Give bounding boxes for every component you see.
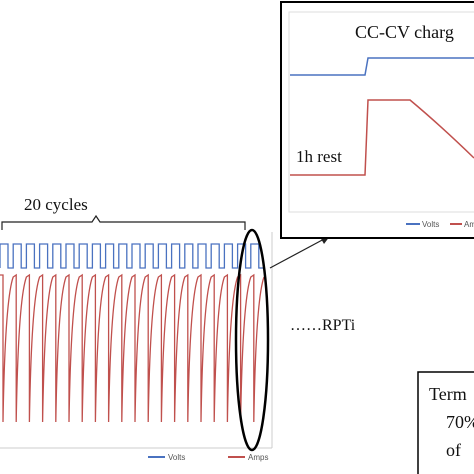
rpt-label: ……RPTi [290, 317, 356, 334]
inset-title: CC-CV charg [355, 22, 454, 42]
inset-amps [290, 99, 474, 176]
legend-label: Volts [422, 220, 439, 229]
main-volts [0, 243, 264, 269]
terminate-box [417, 371, 474, 474]
rest-label: 1h rest [296, 147, 342, 166]
main-amps [0, 273, 265, 423]
arrow [269, 237, 327, 269]
terminate-line: Term [429, 384, 467, 404]
legend-label: Amps [464, 220, 474, 229]
inset-volts [290, 57, 474, 76]
terminate-line: of [446, 440, 461, 460]
inset-plot [288, 11, 474, 213]
terminate-line: 70% [446, 412, 474, 432]
inset-box [280, 1, 474, 239]
brace [1, 214, 246, 230]
cycles-label: 20 cycles [24, 195, 88, 214]
legend-label: Volts [168, 453, 185, 462]
rpt-ellipse [234, 228, 270, 452]
legend-label: Amps [248, 453, 268, 462]
cycle-waveforms [0, 243, 265, 423]
